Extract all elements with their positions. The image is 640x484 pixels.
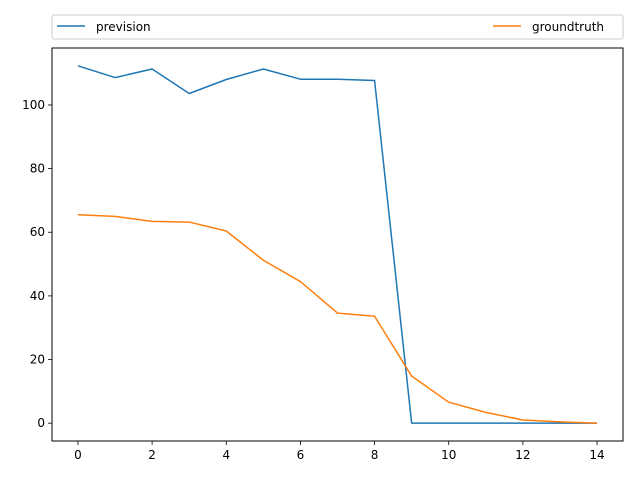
series-layer [77,65,598,424]
plot-frame [51,47,624,442]
x-tick-label: 6 [297,448,305,462]
y-tick-label: 80 [30,162,45,176]
legend-label-prevision: prevision [96,20,151,34]
y-tick-label: 100 [22,98,45,112]
y-tick-label: 0 [37,416,45,430]
series-line-prevision [77,65,598,424]
series-line-groundtruth [77,214,598,424]
y-tick-label: 60 [30,225,45,239]
x-axis: 0 2 4 6 8 10 12 14 [74,441,605,462]
x-tick-label: 4 [222,448,230,462]
x-tick-label: 12 [515,448,530,462]
y-tick-label: 20 [30,353,45,367]
x-tick-label: 10 [441,448,456,462]
x-tick-label: 0 [74,448,82,462]
y-axis: 0 20 40 60 80 100 [22,98,52,430]
legend: prevision groundtruth [51,14,624,40]
legend-frame [51,14,624,40]
legend-label-groundtruth: groundtruth [532,20,604,34]
y-tick-label: 40 [30,289,45,303]
x-tick-label: 8 [371,448,379,462]
x-tick-label: 14 [589,448,604,462]
x-tick-label: 2 [148,448,156,462]
